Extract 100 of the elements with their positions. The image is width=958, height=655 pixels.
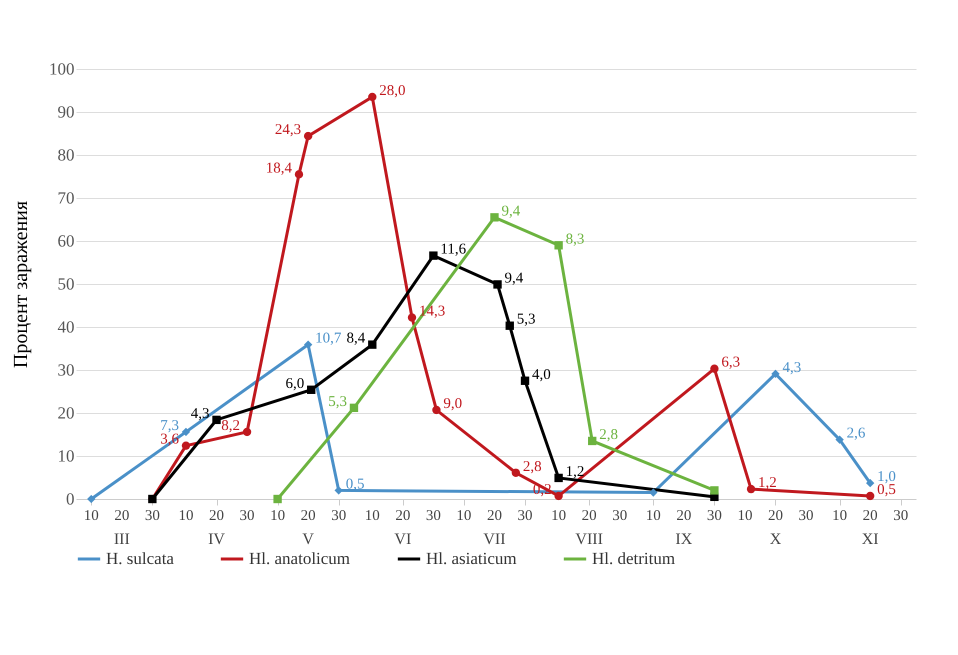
- text: III: [114, 531, 130, 548]
- point: [212, 416, 221, 424]
- annotation: 5,3: [328, 394, 347, 410]
- point: [368, 92, 376, 102]
- point: [512, 468, 520, 477]
- x-tick-label: 10: [551, 508, 566, 524]
- x-tick-label: 20: [768, 508, 783, 524]
- annotation: 10,7: [315, 330, 342, 347]
- annotation: 6,0: [285, 376, 304, 392]
- point: [710, 486, 719, 495]
- x-tick-label: 20: [209, 508, 224, 524]
- x-tick-label: 30: [240, 508, 255, 524]
- x-tick-label: 20: [582, 508, 597, 524]
- annotation: 4,3: [782, 360, 802, 376]
- annotation: 1,2: [758, 475, 777, 492]
- annotation: 7,3: [160, 418, 179, 434]
- annotation: 2,8: [522, 458, 542, 475]
- point: [350, 404, 358, 412]
- point: [182, 442, 190, 450]
- x-tick-label: 10: [646, 508, 661, 524]
- annotation: 4,3: [190, 406, 210, 422]
- y-tick-label: 20: [58, 404, 74, 422]
- annotation: 8,4: [346, 330, 366, 347]
- x-tick-label: 20: [114, 508, 130, 524]
- y-axis-title: Процент заражения: [10, 200, 32, 368]
- point: [408, 313, 416, 322]
- legend-label: Hl. asiaticum: [426, 549, 517, 568]
- x-tick-label: 30: [893, 508, 908, 524]
- x-tick-label: 30: [426, 508, 441, 524]
- point: [304, 132, 312, 140]
- point: [304, 340, 312, 349]
- point: [307, 386, 316, 394]
- y-tick-label: 100: [49, 60, 74, 78]
- point: [554, 492, 563, 500]
- annotation: 2,6: [846, 426, 866, 442]
- x-tick-label: 30: [518, 508, 533, 524]
- point: [835, 435, 844, 444]
- y-tick-label: 0: [66, 490, 74, 508]
- point: [368, 340, 376, 349]
- point: [554, 241, 563, 250]
- point: [866, 492, 874, 500]
- y-tick-label: 10: [58, 446, 74, 466]
- annotation: 2,8: [599, 426, 618, 443]
- legend-label: Hl. detritum: [592, 549, 676, 568]
- point: [588, 436, 596, 446]
- point: [710, 364, 719, 373]
- point: [429, 251, 438, 260]
- point: [242, 428, 252, 436]
- x-tick-label: 20: [862, 508, 878, 524]
- text: XI: [862, 531, 879, 548]
- point: [746, 484, 756, 494]
- annotation: 6,3: [721, 354, 740, 371]
- x-tick-label: 20: [395, 508, 410, 524]
- x-tick-label: 30: [331, 508, 346, 524]
- annotation: 1,2: [566, 464, 584, 480]
- x-tick-label: 10: [456, 508, 472, 524]
- y-tick-label: 30: [58, 360, 74, 380]
- x-tick-label: 20: [300, 508, 316, 524]
- annotation: 9,0: [443, 396, 462, 412]
- annotation: 9,4: [501, 203, 521, 220]
- annotation: 11,6: [440, 242, 467, 258]
- annotation: 4,0: [532, 366, 551, 383]
- legend-label: H. sulcata: [106, 549, 174, 568]
- x-tick-label: 30: [612, 508, 628, 524]
- annotation: 24,3: [274, 122, 302, 138]
- y-tick-label: 70: [58, 188, 74, 208]
- text: IV: [208, 531, 226, 548]
- point: [771, 370, 780, 378]
- point: [87, 494, 96, 504]
- annotation: 8,3: [566, 231, 584, 248]
- legend-label: Hl. anatolicum: [249, 549, 350, 568]
- point: [432, 406, 441, 414]
- annotation: 0,5: [346, 476, 364, 492]
- x-tick-label: 10: [270, 508, 286, 524]
- annotation: 8,2: [221, 418, 240, 434]
- x-tick-label: 10: [737, 508, 752, 524]
- x-tick-label: 20: [676, 508, 692, 524]
- text: VIII: [575, 531, 603, 548]
- annotation: 18,4: [266, 160, 292, 176]
- y-tick-label: 60: [58, 232, 74, 250]
- x-tick-label: 10: [178, 508, 194, 524]
- x-tick-label: 30: [144, 508, 160, 524]
- point: [866, 478, 874, 488]
- text: IX: [675, 531, 693, 548]
- text: VII: [483, 531, 506, 548]
- point: [493, 280, 502, 289]
- x-tick-label: 10: [84, 508, 99, 524]
- point: [294, 170, 304, 179]
- y-tick-label: 40: [58, 318, 74, 336]
- y-tick-label: 90: [58, 102, 74, 122]
- point: [273, 494, 282, 504]
- x-tick-label: 30: [798, 508, 814, 524]
- annotation: 5,3: [516, 312, 536, 328]
- point: [490, 213, 499, 222]
- x-tick-label: 10: [832, 508, 848, 524]
- text: X: [770, 531, 782, 548]
- point: [520, 376, 530, 385]
- point: [506, 322, 514, 330]
- x-tick-label: 20: [486, 508, 502, 524]
- text: VI: [394, 531, 412, 548]
